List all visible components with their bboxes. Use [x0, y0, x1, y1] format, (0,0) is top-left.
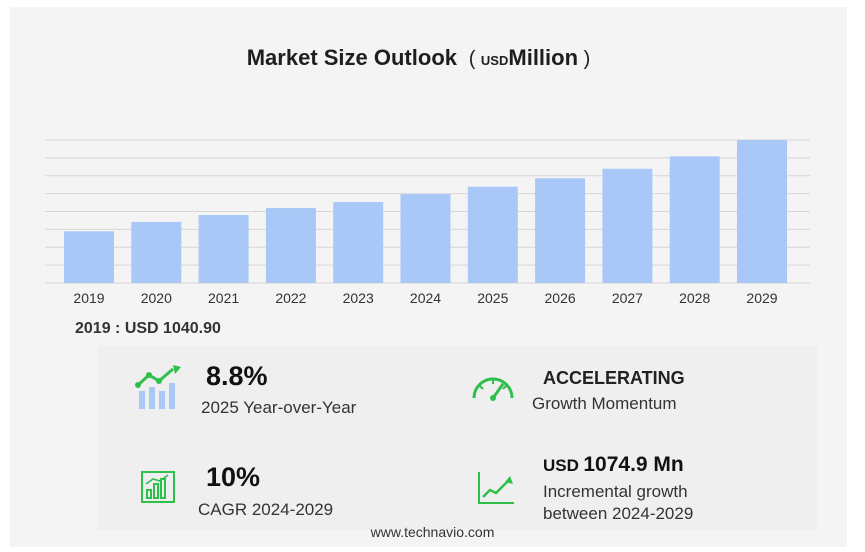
stats-panel	[97, 345, 817, 530]
incremental-value: USD 1074.9 Mn	[543, 453, 684, 477]
x-tick-label: 2028	[679, 290, 710, 306]
incremental-amount: 1074.9 Mn	[583, 453, 684, 476]
x-tick-label: 2019	[73, 290, 104, 306]
x-tick-label: 2023	[343, 290, 374, 306]
yoy-value: 8.8%	[206, 361, 268, 391]
base-year-value: 2019 : USD 1040.90	[75, 320, 221, 337]
x-tick-label: 2020	[141, 290, 172, 306]
bar-2022	[265, 208, 316, 283]
title-unit: ( USDMillion )	[463, 45, 591, 70]
title-unit-currency: USD	[480, 53, 509, 68]
chart-title: Market Size Outlook ( USDMillion )	[0, 45, 837, 71]
cagr-value: 10%	[206, 462, 261, 492]
title-open-paren: (	[468, 48, 476, 70]
incremental-label-line1: Incremental growth	[543, 482, 688, 501]
chart-bars	[64, 140, 787, 283]
source-url: www.technavio.com	[370, 524, 495, 540]
x-tick-label: 2026	[545, 290, 576, 306]
yoy-label: 2025 Year-over-Year	[201, 398, 357, 417]
bar-chart-icon	[141, 471, 175, 503]
x-tick-label: 2025	[477, 290, 508, 306]
bar-chart: 2019 2020 2021 2022 2023 2024 2025 2026 2027 2028…	[45, 139, 810, 306]
x-tick-label: 2029	[746, 290, 777, 306]
bar-2027	[602, 168, 653, 283]
bar-2023	[333, 202, 384, 283]
bar-2024	[400, 194, 451, 283]
bar-2026	[535, 178, 586, 283]
x-tick-label: 2027	[612, 290, 643, 306]
growth-bars-icon	[135, 365, 181, 409]
bar-2021	[198, 214, 249, 283]
bar-2020	[131, 221, 182, 283]
x-tick-label: 2024	[410, 290, 441, 306]
line-chart-icon	[478, 472, 514, 504]
speedometer-icon	[472, 377, 514, 401]
x-tick-label: 2021	[208, 290, 239, 306]
title-close-paren: )	[583, 48, 591, 70]
bar-2019	[64, 231, 114, 283]
cagr-label: CAGR 2024-2029	[198, 500, 334, 519]
title-main: Market Size Outlook	[246, 45, 457, 70]
bar-2025	[467, 186, 518, 283]
x-tick-label: 2022	[275, 290, 306, 306]
bar-2029	[737, 140, 787, 283]
momentum-label: Growth Momentum	[532, 394, 677, 413]
x-axis-tick-labels: 2019 2020 2021 2022 2023 2024 2025 2026 2027 2028…	[73, 290, 777, 306]
bar-2028	[669, 156, 720, 283]
title-unit-scale: Million	[508, 45, 579, 70]
incremental-label-line2: between 2024-2029	[543, 504, 694, 523]
incremental-currency: USD	[543, 456, 579, 475]
momentum-value: ACCELERATING	[543, 368, 685, 388]
